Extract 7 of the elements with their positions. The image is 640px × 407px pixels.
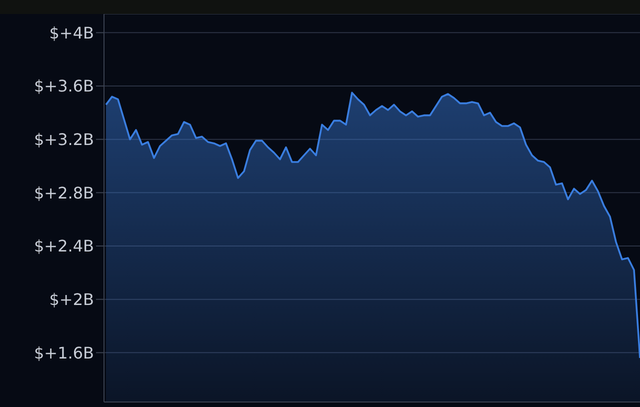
y-tick-label: $+3.6B (34, 76, 94, 96)
y-tick-label: $+1.6B (34, 343, 94, 362)
y-tick-label: $+3.2B (34, 130, 94, 150)
y-tick-label: $+2.8B (34, 183, 94, 202)
y-tick-label: $+2.4B (34, 236, 94, 256)
y-tick-label: $+2B (49, 290, 94, 310)
y-tick-label: $+4B (49, 23, 94, 42)
